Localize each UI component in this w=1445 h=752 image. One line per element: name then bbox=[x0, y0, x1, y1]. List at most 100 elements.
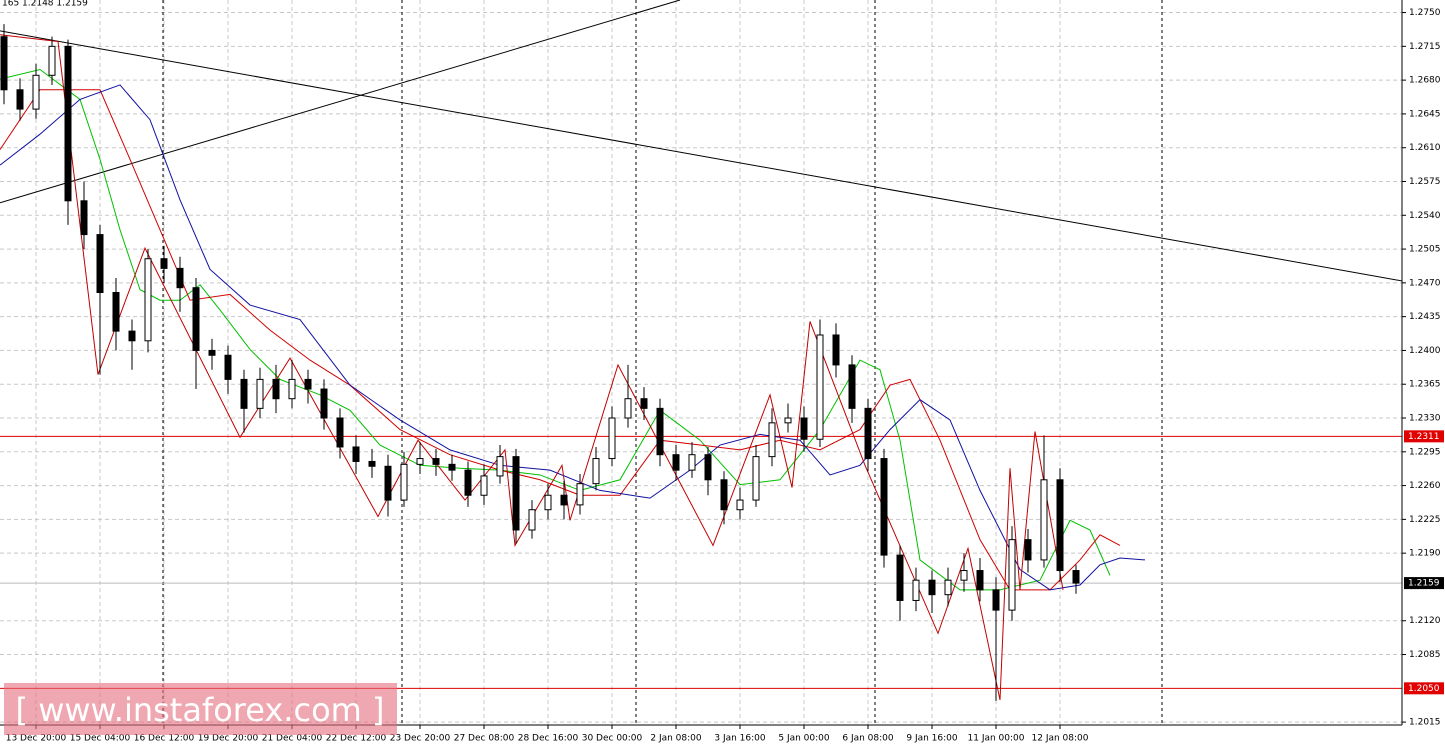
candle-body bbox=[896, 554, 904, 601]
candle-body bbox=[32, 74, 40, 110]
x-tick-label: 6 Jan 08:00 bbox=[842, 734, 894, 744]
candle-body bbox=[624, 398, 632, 419]
candle-body bbox=[48, 45, 56, 76]
y-tick-label: 1.2330 bbox=[1409, 414, 1441, 424]
candle-body bbox=[112, 292, 120, 332]
candle-body bbox=[288, 378, 296, 400]
candle-body bbox=[576, 483, 584, 506]
candle-body bbox=[80, 200, 88, 236]
candle-body bbox=[1024, 539, 1032, 561]
x-tick-label: 28 Dec 16:00 bbox=[518, 734, 579, 744]
candle-body bbox=[352, 446, 360, 462]
candle-body bbox=[320, 388, 328, 419]
candle-body bbox=[336, 417, 344, 448]
candle-body bbox=[464, 469, 472, 496]
watermark: [ www.instaforex.com ] bbox=[16, 691, 385, 729]
x-tick-label: 23 Dec 20:00 bbox=[390, 734, 451, 744]
candle-body bbox=[688, 454, 696, 471]
x-tick-label: 15 Dec 04:00 bbox=[70, 734, 131, 744]
y-tick-label: 1.2470 bbox=[1409, 278, 1441, 288]
indicator-line bbox=[0, 89, 1121, 591]
candle-body bbox=[496, 456, 504, 477]
x-tick-label: 5 Jan 00:00 bbox=[778, 734, 830, 744]
candle-body bbox=[880, 458, 888, 556]
trendline bbox=[0, 30, 1403, 282]
y-tick-label: 1.2750 bbox=[1409, 8, 1441, 18]
candle-body bbox=[752, 456, 760, 501]
candle-body bbox=[384, 465, 392, 501]
x-tick-label: 9 Jan 16:00 bbox=[906, 734, 958, 744]
y-tick-label: 1.2540 bbox=[1409, 211, 1441, 221]
candle-body bbox=[736, 499, 744, 511]
y-tick-label: 1.2365 bbox=[1409, 380, 1441, 390]
candle-body bbox=[784, 417, 792, 424]
candle-body bbox=[416, 458, 424, 465]
candle-body bbox=[208, 349, 216, 356]
candle-body bbox=[368, 460, 376, 467]
candle-body bbox=[720, 479, 728, 511]
candle-body bbox=[16, 89, 24, 110]
y-tick-label: 1.2190 bbox=[1409, 549, 1441, 559]
candle-body bbox=[160, 258, 168, 269]
candle-body bbox=[848, 364, 856, 409]
y-tick-label: 1.2715 bbox=[1409, 42, 1441, 52]
indicator-line bbox=[0, 34, 1064, 701]
y-tick-label: 1.2400 bbox=[1409, 346, 1441, 356]
candle-body bbox=[816, 334, 824, 440]
y-tick-label: 1.2085 bbox=[1409, 650, 1441, 660]
candle-body bbox=[544, 494, 552, 511]
level-label: 1.2311 bbox=[1408, 432, 1440, 442]
grid bbox=[0, 0, 1402, 725]
candle-body bbox=[400, 463, 408, 501]
candle-body bbox=[768, 422, 776, 458]
candle-body bbox=[96, 234, 104, 294]
candle-body bbox=[608, 417, 616, 460]
y-tick-label: 1.2680 bbox=[1409, 76, 1441, 86]
y-tick-label: 1.2015 bbox=[1409, 718, 1441, 728]
candle-body bbox=[432, 458, 440, 465]
info: 165 1.2148 1.2159 bbox=[2, 0, 88, 9]
candle-body bbox=[864, 407, 872, 460]
y-tick-label: 1.2295 bbox=[1409, 447, 1441, 457]
candle-body bbox=[304, 378, 312, 390]
x-tick-label: 2 Jan 08:00 bbox=[650, 734, 702, 744]
x-tick-label: 11 Jan 00:00 bbox=[968, 734, 1025, 744]
candle-body bbox=[992, 589, 1000, 611]
x-tick-label: 16 Dec 12:00 bbox=[134, 734, 195, 744]
candle-body bbox=[592, 458, 600, 485]
x-tick-label: 27 Dec 08:00 bbox=[454, 734, 515, 744]
y-tick-label: 1.2260 bbox=[1409, 481, 1441, 491]
candle-body bbox=[1008, 539, 1016, 611]
candle-body bbox=[176, 267, 184, 289]
candle-body bbox=[656, 407, 664, 456]
candle-body bbox=[960, 570, 968, 581]
y-tick-label: 1.2610 bbox=[1409, 143, 1441, 153]
candle-body bbox=[512, 456, 520, 531]
candle-body bbox=[0, 36, 8, 91]
x-tick-label: 21 Dec 04:00 bbox=[262, 734, 323, 744]
candle-body bbox=[928, 579, 936, 596]
candle-body bbox=[480, 475, 488, 496]
candle-body bbox=[128, 330, 136, 342]
x-tick-label: 12 Jan 08:00 bbox=[1032, 734, 1089, 744]
x-tick-label: 13 Dec 20:00 bbox=[6, 734, 67, 744]
y-tick-label: 1.2435 bbox=[1409, 312, 1441, 322]
y-tick-label: 1.2120 bbox=[1409, 616, 1441, 626]
trendline bbox=[0, 0, 681, 204]
indicator-line bbox=[0, 68, 1111, 591]
candle-body bbox=[192, 287, 200, 351]
candle-body bbox=[256, 378, 264, 409]
candle-body bbox=[448, 463, 456, 471]
y-tick-label: 1.2225 bbox=[1409, 515, 1441, 525]
x-tick-label: 3 Jan 16:00 bbox=[714, 734, 766, 744]
watermark-box bbox=[4, 683, 397, 735]
candle-body bbox=[528, 509, 536, 531]
x-tick-label: 30 Dec 00:00 bbox=[582, 734, 643, 744]
candle-body bbox=[976, 570, 984, 591]
candle-body bbox=[640, 398, 648, 409]
level-label-box bbox=[1404, 430, 1444, 443]
level-label: 1.2050 bbox=[1408, 684, 1440, 694]
y-tick-label: 1.2645 bbox=[1409, 109, 1441, 119]
